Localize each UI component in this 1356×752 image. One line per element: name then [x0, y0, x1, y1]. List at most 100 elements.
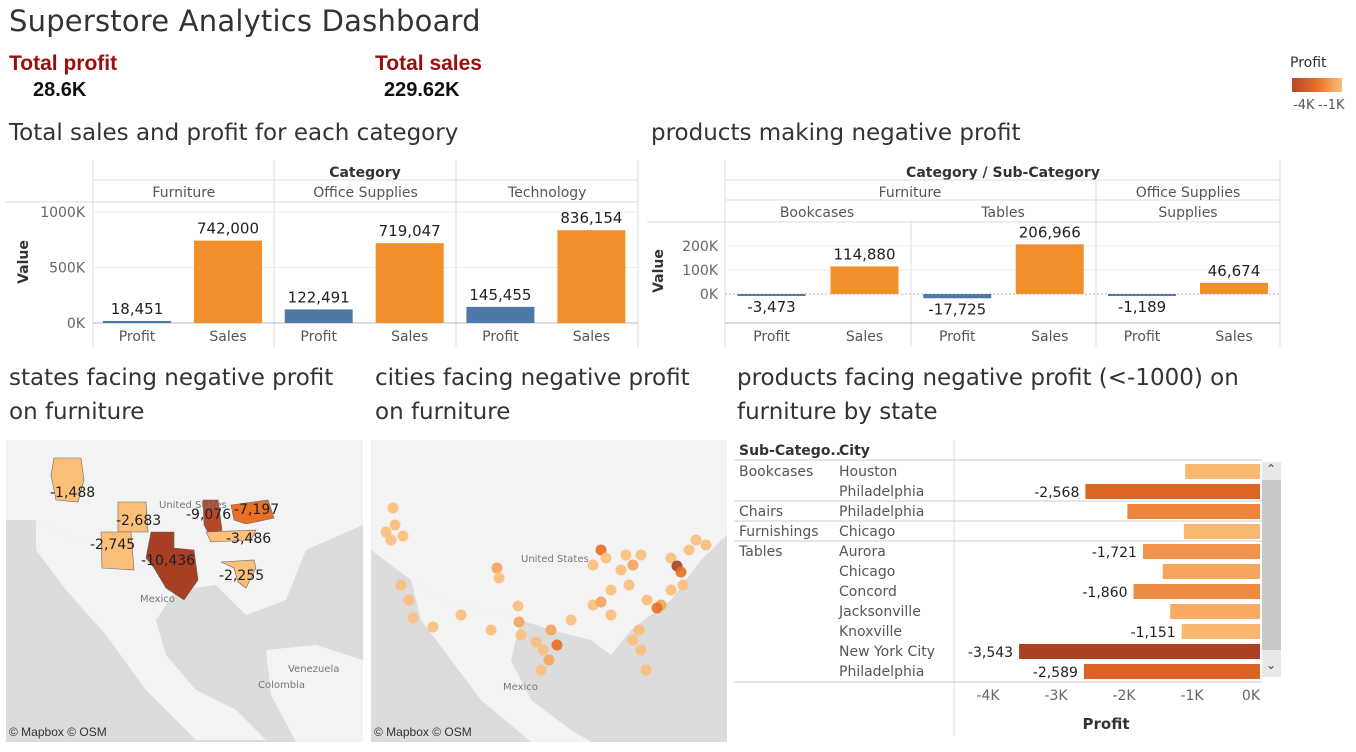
city-marker[interactable] [395, 579, 407, 591]
city-marker[interactable] [635, 644, 647, 656]
col-header-subcategory[interactable]: Sub-Catego.. [739, 443, 841, 459]
city-marker[interactable] [385, 534, 397, 546]
profit-legend-gradient[interactable] [1292, 78, 1342, 92]
category-bar-chart[interactable]: Category Furniture Office Supplies Technol… [0, 155, 645, 350]
city-marker[interactable] [455, 609, 467, 621]
products-scrollbar-thumb[interactable] [1262, 480, 1281, 650]
sales-bar[interactable] [557, 230, 626, 323]
profit-bar[interactable] [1142, 544, 1260, 559]
city-marker[interactable] [587, 559, 599, 571]
city-marker[interactable] [595, 596, 607, 608]
negative-sales-bar[interactable] [830, 266, 899, 294]
negative-sales-bar[interactable] [1200, 282, 1268, 294]
city-marker[interactable] [627, 559, 639, 571]
city-marker[interactable] [635, 549, 647, 561]
state-arizona[interactable] [100, 531, 135, 571]
city-marker[interactable] [491, 562, 503, 574]
city-marker[interactable] [595, 544, 607, 556]
city-marker[interactable] [615, 564, 627, 576]
sales-bar[interactable] [375, 243, 444, 323]
sales-bar[interactable] [194, 240, 262, 323]
profit-bar[interactable] [1185, 464, 1260, 479]
profit-bar[interactable] [1083, 664, 1260, 679]
city-marker[interactable] [387, 502, 399, 514]
scroll-down-icon[interactable]: ⌄ [1266, 658, 1277, 672]
city-marker[interactable] [535, 664, 547, 676]
city-marker[interactable] [380, 526, 392, 538]
products-x-tick: -1K [1180, 688, 1204, 704]
cities-land-us [371, 440, 727, 655]
category-chart-title: Total sales and profit for each category [9, 120, 459, 146]
profit-bar-label: -3,543 [968, 645, 1013, 661]
profit-bar[interactable] [1127, 504, 1260, 519]
city-marker[interactable] [485, 624, 497, 636]
profit-bar[interactable] [1183, 524, 1260, 539]
city-marker[interactable] [600, 552, 612, 564]
state-value-arizona: -2,745 [90, 537, 135, 553]
negative-products-bar-chart[interactable]: Category / Sub-Category Furniture Office… [645, 155, 1285, 350]
city-marker[interactable] [677, 579, 689, 591]
city-marker[interactable] [675, 566, 687, 578]
city-marker[interactable] [700, 539, 712, 551]
city-marker[interactable] [605, 609, 617, 621]
city-marker[interactable] [530, 636, 542, 648]
city-marker[interactable] [537, 644, 549, 656]
bar-value-label: 836,154 [560, 209, 622, 227]
state-pennsylvania[interactable] [230, 499, 275, 525]
city-marker[interactable] [397, 530, 409, 542]
profit-bar[interactable] [1019, 644, 1260, 659]
state-texas[interactable] [145, 531, 199, 601]
city-marker[interactable] [551, 639, 563, 651]
city-marker[interactable] [640, 664, 652, 676]
negative-bar-value-label: -1,189 [1118, 298, 1166, 316]
city-marker[interactable] [641, 594, 653, 606]
city-marker[interactable] [545, 624, 557, 636]
profit-bar[interactable] [466, 306, 535, 323]
city-marker[interactable] [565, 614, 577, 626]
city-marker[interactable] [403, 594, 415, 606]
states-map[interactable]: United States Mexico Venezuela Colombia … [6, 440, 363, 742]
city-marker[interactable] [627, 634, 639, 646]
negative-profit-bar[interactable] [1108, 294, 1176, 296]
negative-profit-bar[interactable] [737, 294, 806, 296]
profit-bar[interactable] [1170, 604, 1260, 619]
profit-bar[interactable] [1181, 624, 1260, 639]
profit-bar[interactable] [1133, 584, 1260, 599]
city-marker[interactable] [389, 519, 401, 531]
cities-map[interactable]: United States Mexico © Mapbox © OSM [371, 440, 727, 742]
city-marker[interactable] [407, 612, 419, 624]
profit-bar[interactable] [1085, 484, 1260, 499]
state-oregon[interactable] [50, 457, 85, 503]
state-colorado[interactable] [117, 501, 149, 533]
products-negative-profit-table[interactable]: Sub-Catego.. City Bookcases Houston Philad… [732, 438, 1284, 738]
city-marker[interactable] [515, 629, 527, 641]
states-map-credit[interactable]: © Mapbox © OSM [9, 725, 107, 739]
state-florida[interactable] [220, 559, 257, 589]
city-marker[interactable] [690, 534, 702, 546]
category-y-tick: 500K [49, 261, 86, 277]
city-marker[interactable] [651, 602, 663, 614]
scroll-up-icon[interactable]: ⌃ [1266, 462, 1277, 476]
city-marker[interactable] [633, 624, 645, 636]
products-scrollbar[interactable]: ⌃ ⌄ [1262, 462, 1281, 677]
profit-bar[interactable] [1162, 564, 1260, 579]
profit-bar[interactable] [284, 309, 353, 323]
city-marker[interactable] [427, 621, 439, 633]
negative-sales-bar[interactable] [1015, 244, 1084, 294]
city-marker[interactable] [620, 549, 632, 561]
city-marker[interactable] [513, 616, 525, 628]
city-marker[interactable] [512, 600, 524, 612]
city-marker[interactable] [623, 579, 635, 591]
negative-subgroup-supplies: Supplies [1158, 205, 1217, 221]
negative-profit-bar[interactable] [923, 294, 992, 299]
state-tennessee[interactable] [205, 529, 257, 543]
city-marker[interactable] [543, 654, 555, 666]
profit-bar[interactable] [103, 320, 171, 323]
col-header-city[interactable]: City [839, 443, 870, 459]
city-marker[interactable] [493, 572, 505, 584]
city-marker[interactable] [665, 552, 677, 564]
cities-map-credit[interactable]: © Mapbox © OSM [374, 725, 472, 739]
city-marker[interactable] [683, 544, 695, 556]
city-marker[interactable] [665, 584, 677, 596]
city-marker[interactable] [605, 584, 617, 596]
